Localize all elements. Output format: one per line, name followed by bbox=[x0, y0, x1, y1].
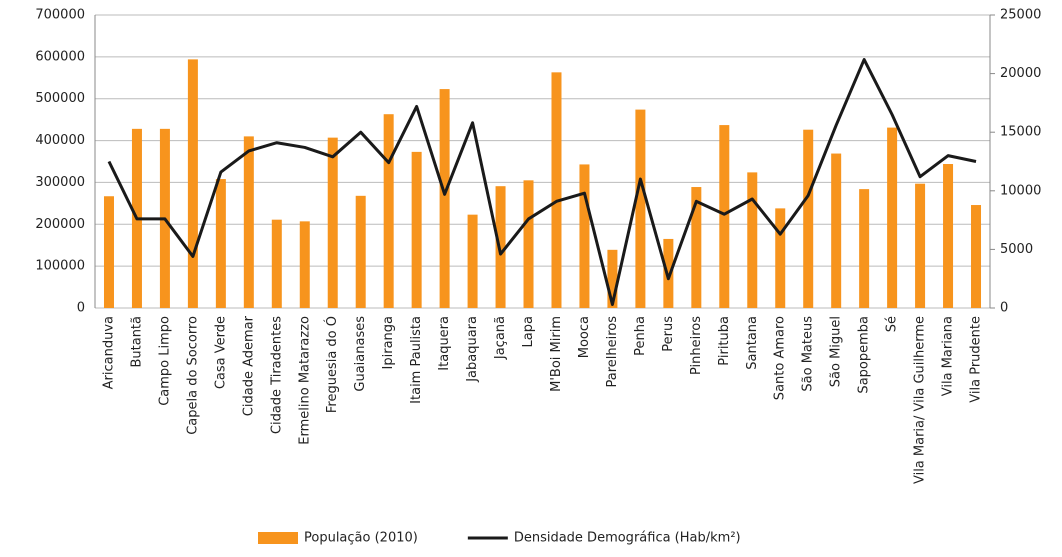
bar bbox=[439, 89, 450, 308]
x-tick-label: Itaim Paulista bbox=[409, 316, 424, 404]
y-tick-label: 700000 bbox=[35, 8, 85, 23]
y2-tick-label: 15000 bbox=[1000, 125, 1041, 140]
y-tick-label: 400000 bbox=[35, 133, 85, 148]
x-tick-label: Campo Limpo bbox=[157, 316, 172, 406]
legend-label: População (2010) bbox=[304, 531, 418, 546]
x-tick-label: Vila Prudente bbox=[969, 316, 984, 403]
bar bbox=[635, 109, 646, 309]
x-tick-label: Lapa bbox=[521, 316, 536, 347]
bar bbox=[831, 153, 842, 308]
y2-tick-label: 25000 bbox=[1000, 8, 1041, 23]
y-tick-label: 600000 bbox=[35, 49, 85, 64]
y2-tick-label: 20000 bbox=[1000, 66, 1041, 81]
bar bbox=[411, 151, 422, 308]
x-tick-label: Jabaquara bbox=[465, 316, 480, 383]
x-tick-label: Jaçanã bbox=[493, 316, 508, 360]
bar bbox=[747, 172, 758, 308]
bar bbox=[271, 219, 282, 308]
x-tick-label: São Miguel bbox=[829, 316, 844, 387]
bar bbox=[523, 180, 534, 308]
x-tick-label: Vila Maria/ Vila Guilherme bbox=[913, 316, 928, 484]
x-tick-label: Pinheiros bbox=[689, 316, 704, 375]
x-tick-label: Guaianases bbox=[353, 316, 368, 392]
bar bbox=[383, 114, 394, 308]
x-tick-label: Vila Mariana bbox=[941, 316, 956, 396]
bar bbox=[467, 214, 478, 308]
legend-swatch bbox=[258, 532, 298, 544]
y-tick-label: 200000 bbox=[35, 217, 85, 232]
x-tick-label: Santana bbox=[745, 316, 760, 370]
bar bbox=[691, 187, 702, 308]
bar bbox=[859, 189, 870, 308]
y-tick-label: 500000 bbox=[35, 91, 85, 106]
x-tick-label: Pirituba bbox=[717, 316, 732, 366]
bar bbox=[551, 72, 562, 308]
bar bbox=[775, 208, 786, 308]
y-tick-label: 0 bbox=[77, 301, 85, 316]
x-tick-label: Mooca bbox=[577, 316, 592, 358]
y2-tick-label: 10000 bbox=[1000, 183, 1041, 198]
x-tick-label: Cidade Tiradentes bbox=[269, 316, 284, 434]
bar bbox=[103, 196, 114, 308]
bar bbox=[607, 249, 618, 308]
x-tick-label: Parelheiros bbox=[605, 316, 620, 388]
bar bbox=[719, 125, 730, 308]
bar bbox=[215, 179, 226, 308]
bar bbox=[299, 221, 310, 308]
x-tick-label: Butantã bbox=[129, 316, 144, 368]
legend-label: Densidade Demográfica (Hab/km²) bbox=[514, 531, 741, 546]
x-tick-label: Casa Verde bbox=[213, 316, 228, 389]
x-tick-label: Itaquera bbox=[437, 316, 452, 371]
x-tick-label: Cidade Ademar bbox=[241, 315, 256, 416]
x-tick-label: Santo Amaro bbox=[773, 316, 788, 400]
x-tick-label: Sé bbox=[885, 316, 900, 332]
x-tick-label: Capela do Socorro bbox=[185, 316, 200, 435]
x-tick-label: M'Boi Mirim bbox=[549, 316, 564, 392]
y2-tick-label: 5000 bbox=[1000, 242, 1033, 257]
x-tick-label: Penha bbox=[633, 316, 648, 356]
x-tick-label: Sapopemba bbox=[857, 316, 872, 394]
x-tick-label: Ipiranga bbox=[381, 316, 396, 369]
bar bbox=[971, 205, 982, 308]
bar bbox=[243, 136, 254, 308]
bar bbox=[355, 195, 366, 308]
x-tick-label: Perus bbox=[661, 316, 676, 352]
x-tick-label: São Mateus bbox=[801, 316, 816, 392]
y2-tick-label: 0 bbox=[1000, 301, 1008, 316]
y-tick-label: 300000 bbox=[35, 175, 85, 190]
bar bbox=[803, 129, 814, 308]
bar bbox=[187, 59, 198, 308]
bar bbox=[943, 164, 954, 308]
bar bbox=[327, 137, 338, 308]
bar bbox=[579, 164, 590, 308]
bar bbox=[887, 127, 898, 309]
y-tick-label: 100000 bbox=[35, 259, 85, 274]
x-tick-label: Ermelino Matarazzo bbox=[297, 316, 312, 445]
line bbox=[107, 58, 977, 306]
bar bbox=[915, 183, 926, 308]
x-tick-label: Aricanduva bbox=[101, 316, 116, 389]
x-tick-label: Freguesia do Ó bbox=[324, 316, 340, 413]
